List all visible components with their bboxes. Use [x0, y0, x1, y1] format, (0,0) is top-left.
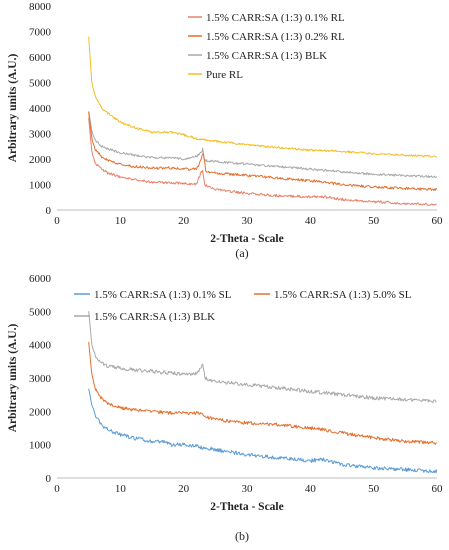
- y-tick-label: 3000: [29, 373, 52, 385]
- chart-a: 0 10 20 30 40 50 60 0 1000 2000 3000 4000 5000 6000 70…: [7, 1, 443, 260]
- x-tick-label: 40: [305, 483, 317, 495]
- y-tick-label: 5000: [29, 306, 52, 318]
- y-tick-label: 8000: [29, 1, 52, 13]
- y-tick-label: 6000: [29, 273, 52, 285]
- legend-label: 1.5% CARR:SA (1:3) BLK: [206, 50, 327, 62]
- x-axis-label: 2-Theta - Scale: [210, 501, 283, 513]
- chart-b: 0 10 20 30 40 50 60 0 1000 2000 3000 4000 5000 6000 2-…: [7, 273, 443, 543]
- x-tick-label: 60: [432, 483, 444, 495]
- legend-label: 1.5% CARR:SA (1:3) BLK: [94, 311, 215, 323]
- x-tick-label: 60: [432, 215, 444, 227]
- x-axis-label: 2-Theta - Scale: [210, 233, 283, 245]
- x-tick-label: 40: [305, 215, 317, 227]
- x-tick-label: 50: [368, 483, 380, 495]
- series-line: [88, 388, 438, 474]
- legend-label: 1.5% CARR:SA (1:3) 0.1% SL: [94, 289, 232, 301]
- y-axis-label: Arbitrary units (A.U.): [7, 54, 19, 163]
- series-line: [88, 341, 437, 445]
- y-tick-label: 4000: [29, 340, 52, 352]
- legend-label: 1.5% CARR:SA (1:3) 0.2% RL: [206, 31, 345, 43]
- x-tick-label: 10: [115, 215, 127, 227]
- y-tick-label: 6000: [29, 52, 52, 64]
- y-tick-label: 2000: [29, 154, 52, 166]
- x-tick-label: 20: [178, 215, 190, 227]
- x-tick-label: 30: [242, 215, 254, 227]
- series-line: [88, 111, 438, 179]
- y-tick-label: 0: [46, 205, 52, 217]
- figure-caption: (b): [235, 529, 249, 543]
- y-tick-label: 7000: [29, 27, 52, 39]
- y-tick-label: 1000: [29, 440, 52, 452]
- x-tick-label: 0: [54, 215, 60, 227]
- x-tick-label: 20: [178, 483, 190, 495]
- y-tick-label: 3000: [29, 129, 52, 141]
- figure-caption: (a): [235, 246, 248, 260]
- y-tick-label: 0: [46, 473, 52, 485]
- y-tick-label: 1000: [29, 180, 52, 192]
- series-line: [88, 311, 437, 404]
- x-tick-label: 10: [115, 483, 127, 495]
- y-tick-label: 4000: [29, 103, 52, 115]
- y-axis-label: Arbitrary units (A.U.): [7, 324, 19, 433]
- x-tick-label: 30: [242, 483, 254, 495]
- x-tick-label: 0: [54, 483, 60, 495]
- series-line: [88, 36, 438, 158]
- legend-label: 1.5% CARR:SA (1:3) 5.0% SL: [274, 289, 412, 301]
- series-line: [88, 111, 438, 192]
- legend-label: Pure RL: [206, 69, 243, 81]
- series-line: [88, 117, 437, 207]
- x-tick-label: 50: [368, 215, 380, 227]
- y-tick-label: 2000: [29, 406, 52, 418]
- legend-label: 1.5% CARR:SA (1:3) 0.1% RL: [206, 12, 345, 24]
- y-tick-label: 5000: [29, 78, 52, 90]
